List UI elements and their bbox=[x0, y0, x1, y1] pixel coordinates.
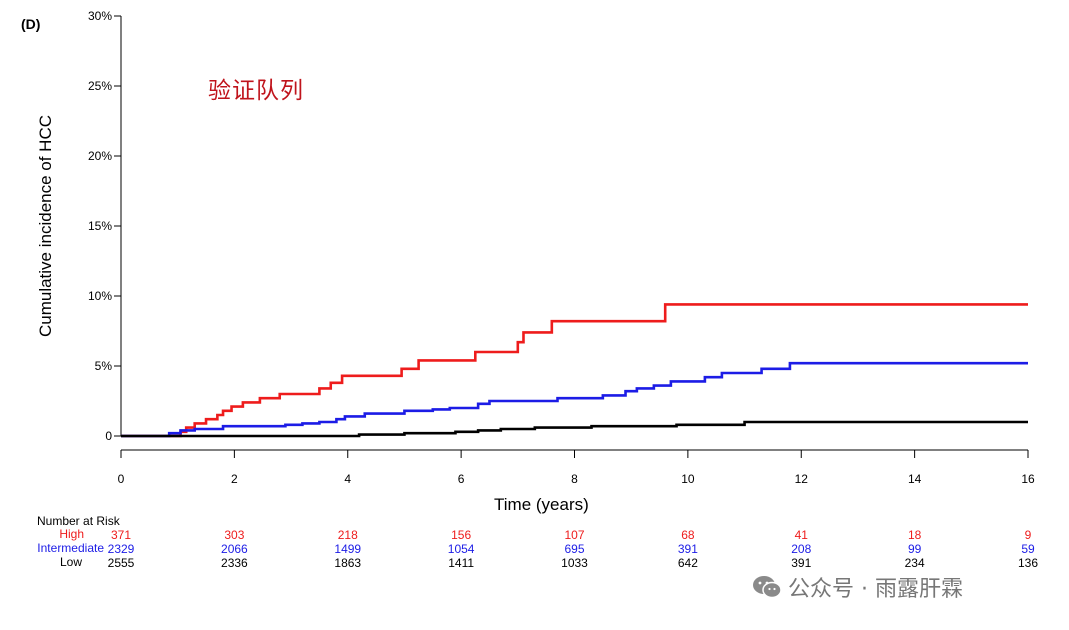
risk-count-intermediate: 1054 bbox=[448, 542, 475, 556]
risk-count-high: 107 bbox=[564, 528, 584, 542]
risk-count-high: 9 bbox=[1025, 528, 1032, 542]
risk-count-intermediate: 99 bbox=[908, 542, 922, 556]
x-tick-label: 12 bbox=[795, 472, 809, 486]
wechat-icon bbox=[753, 576, 782, 599]
y-tick-label: 30% bbox=[88, 9, 112, 23]
y-axis-title: Cumulative incidence of HCC bbox=[36, 114, 55, 338]
risk-count-high: 371 bbox=[111, 528, 131, 542]
x-tick-label: 4 bbox=[344, 472, 351, 486]
x-tick-label: 16 bbox=[1021, 472, 1035, 486]
watermark-text: 公众号 · 雨露肝霖 bbox=[788, 577, 963, 602]
risk-count-low: 2336 bbox=[221, 556, 248, 570]
x-tick-label: 8 bbox=[571, 472, 578, 486]
risk-count-high: 41 bbox=[795, 528, 809, 542]
risk-count-high: 68 bbox=[681, 528, 695, 542]
risk-count-intermediate: 2066 bbox=[221, 542, 248, 556]
panel-label: (D) bbox=[21, 16, 41, 32]
watermark: 公众号 · 雨露肝霖 bbox=[752, 572, 963, 602]
risk-count-intermediate: 2329 bbox=[108, 542, 135, 556]
risk-table-header: Number at Risk bbox=[37, 514, 120, 528]
risk-count-intermediate: 391 bbox=[678, 542, 698, 556]
x-tick-label: 14 bbox=[908, 472, 922, 486]
risk-count-intermediate: 208 bbox=[791, 542, 811, 556]
risk-count-low: 1411 bbox=[448, 556, 474, 570]
curve-intermediate bbox=[121, 361, 1028, 438]
risk-count-high: 156 bbox=[451, 528, 471, 542]
y-tick-label: 20% bbox=[88, 149, 112, 163]
risk-count-low: 1033 bbox=[561, 556, 588, 570]
risk-count-high: 303 bbox=[224, 528, 244, 542]
risk-count-low: 234 bbox=[905, 556, 925, 570]
y-tick-label: 0 bbox=[105, 429, 112, 443]
risk-count-low: 391 bbox=[791, 556, 811, 570]
y-tick-label: 5% bbox=[95, 359, 113, 373]
risk-count-low: 1863 bbox=[334, 556, 361, 570]
curve-low bbox=[121, 420, 1028, 438]
risk-row-label-low: Low bbox=[59, 555, 82, 569]
y-tick-label: 25% bbox=[88, 79, 112, 93]
risk-count-low: 136 bbox=[1018, 556, 1038, 570]
y-tick-label: 15% bbox=[88, 219, 112, 233]
x-axis-title: Time (years) bbox=[494, 495, 589, 514]
risk-count-high: 18 bbox=[908, 528, 922, 542]
x-tick-label: 10 bbox=[681, 472, 695, 486]
risk-row-label-high: High bbox=[59, 527, 84, 541]
x-tick-label: 2 bbox=[231, 472, 238, 486]
y-tick-label: 10% bbox=[88, 289, 112, 303]
risk-count-low: 642 bbox=[678, 556, 698, 570]
x-tick-label: 0 bbox=[118, 472, 125, 486]
cohort-title: 验证队列 bbox=[208, 78, 304, 104]
risk-count-intermediate: 59 bbox=[1021, 542, 1035, 556]
risk-row-label-intermediate: Intermediate bbox=[37, 541, 104, 555]
risk-count-low: 2555 bbox=[108, 556, 135, 570]
risk-count-intermediate: 1499 bbox=[334, 542, 361, 556]
curve-high bbox=[121, 303, 1028, 438]
risk-count-high: 218 bbox=[338, 528, 358, 542]
x-tick-label: 6 bbox=[458, 472, 465, 486]
risk-count-intermediate: 695 bbox=[564, 542, 584, 556]
